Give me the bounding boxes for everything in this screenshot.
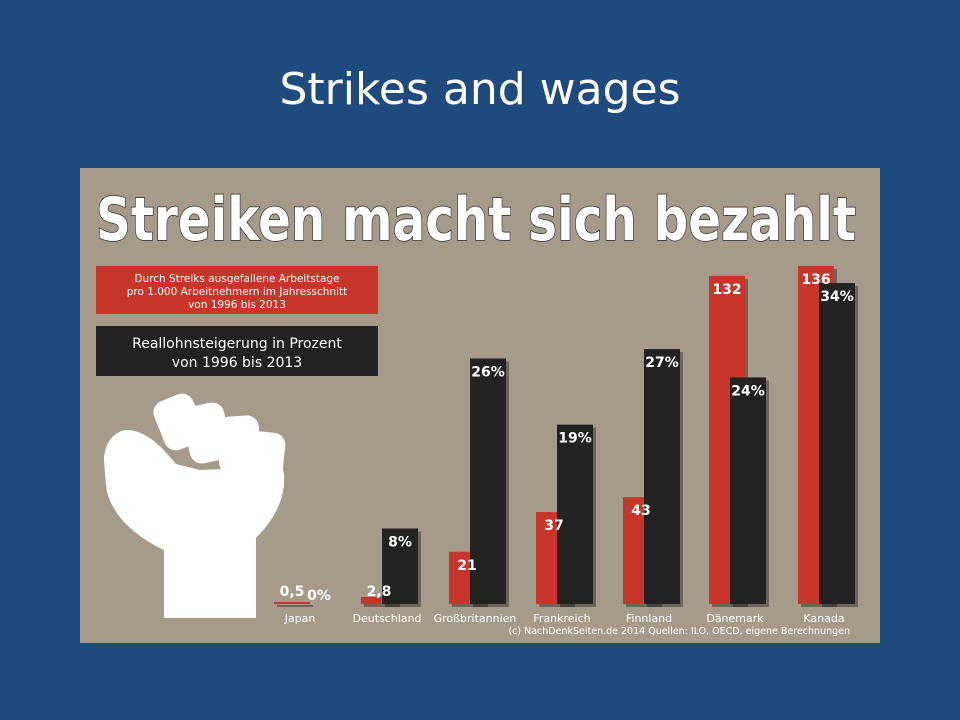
category-label-6: Kanada: [803, 612, 844, 625]
bar-wages-3: [557, 424, 593, 604]
value-label-wages-6: 34%: [820, 289, 854, 305]
value-label-wages-1: 8%: [388, 534, 412, 550]
chart-headline: Streiken macht sich bezahlt: [96, 185, 856, 255]
legend-swatch-strikes: [96, 266, 378, 314]
value-label-wages-5: 24%: [731, 383, 765, 399]
value-label-strikes-1: 2,8: [367, 584, 392, 600]
category-label-2: Großbritannien: [434, 612, 517, 625]
bar-wages-1: [382, 528, 418, 604]
legend-strikes-line-2: pro 1.000 Arbeitnehmern im Jahresschnitt: [127, 286, 348, 298]
value-label-strikes-0: 0,5: [280, 584, 305, 600]
bar-wages-5: [730, 377, 766, 604]
category-labels: Japan Deutschland Großbritannien Frankreich…: [284, 612, 845, 625]
value-label-strikes-3: 37: [544, 518, 563, 534]
category-label-5: Dänemark: [706, 612, 764, 625]
value-label-wages-3: 19%: [558, 431, 592, 447]
legend-swatch-wages: [96, 326, 378, 376]
value-label-wages-4: 27%: [645, 355, 679, 371]
value-label-wages-0: 0%: [307, 588, 331, 604]
value-label-strikes-4: 43: [631, 503, 650, 519]
legend-strikes-line-1: Durch Streiks ausgefallene Arbeitstage: [134, 273, 339, 285]
series-wages: [382, 283, 858, 607]
legend-wages-line-2: von 1996 bis 2013: [172, 355, 302, 371]
slide-title: Strikes and wages: [279, 64, 681, 115]
fist-icon: [104, 393, 286, 618]
value-label-wages-2: 26%: [471, 365, 505, 381]
category-label-4: Finnland: [626, 612, 672, 625]
value-label-strikes-6: 136: [801, 272, 830, 288]
legend-strikes-line-3: von 1996 bis 2013: [188, 299, 286, 311]
chart-image: Streiken macht sich bezahlt Durch Streik…: [80, 168, 880, 643]
category-label-1: Deutschland: [352, 612, 421, 625]
bar-strikes-0: [274, 602, 310, 604]
value-label-strikes-5: 132: [712, 282, 741, 298]
legend-wages-line-1: Reallohnsteigerung in Prozent: [132, 336, 342, 352]
category-label-3: Frankreich: [533, 612, 590, 625]
bar-wages-6: [819, 283, 855, 604]
value-label-strikes-2: 21: [457, 558, 476, 574]
bar-chart: Streiken macht sich bezahlt Durch Streik…: [80, 168, 880, 643]
category-label-0: Japan: [284, 612, 316, 625]
bar-wages-2: [470, 358, 506, 604]
bar-wages-4: [644, 349, 680, 604]
bar-strikes-1: [361, 597, 397, 604]
source-note: (c) NachDenkSeiten.de 2014 Quellen: ILO,…: [508, 626, 850, 637]
bar-shadow: [277, 605, 313, 607]
